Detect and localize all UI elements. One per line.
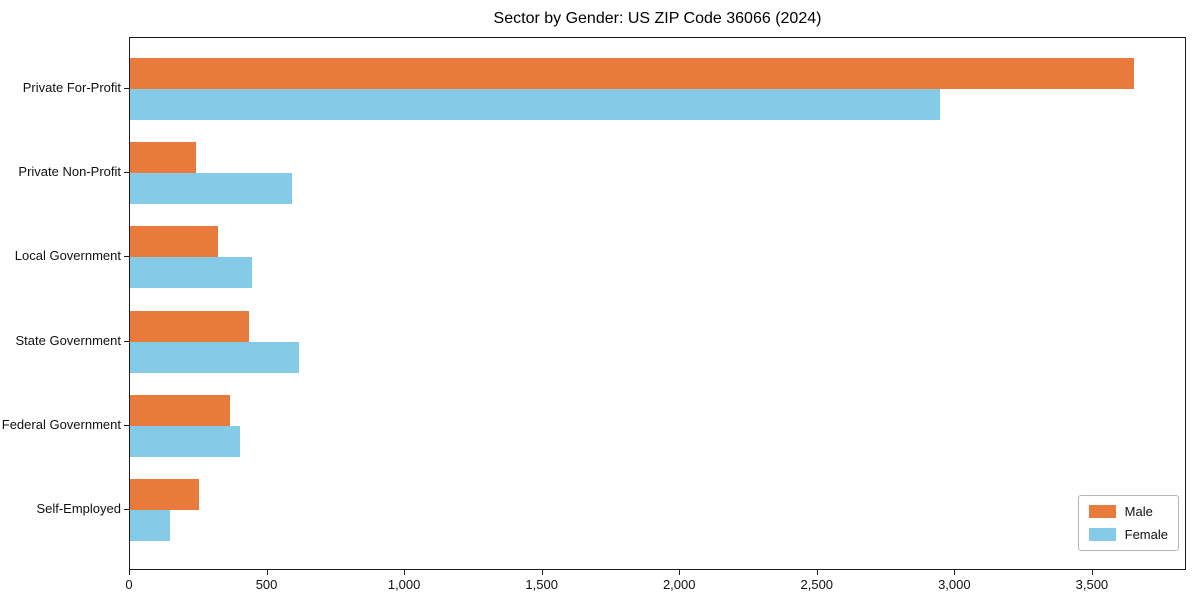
- y-tick: [124, 424, 129, 426]
- x-tick-label: 1,500: [525, 577, 558, 592]
- legend-swatch-male: [1088, 505, 1116, 518]
- y-tick: [124, 88, 129, 89]
- y-axis-label: Self-Employed: [36, 501, 121, 516]
- x-tick: [266, 570, 268, 575]
- x-tick-label: 2,500: [800, 577, 834, 592]
- y-tick: [124, 256, 129, 258]
- bar-male-5: [130, 394, 231, 426]
- x-tick: [679, 570, 681, 575]
- y-tick: [124, 509, 129, 510]
- x-tick-label: 2,000: [662, 577, 696, 592]
- y-axis-label: Local Government: [14, 248, 121, 264]
- bar-male-3: [130, 226, 218, 258]
- legend-label-female: Female: [1124, 527, 1168, 542]
- x-tick: [816, 570, 818, 575]
- x-tick-label: 500: [255, 577, 278, 592]
- plot-area: Male Female: [129, 37, 1186, 570]
- y-axis-label: State Government: [15, 332, 122, 348]
- x-tick: [129, 570, 130, 575]
- bar-male-6: [130, 479, 199, 510]
- bar-female-4: [130, 341, 299, 373]
- bar-female-2: [130, 173, 292, 205]
- x-tick-label: 3,500: [1075, 577, 1109, 592]
- y-tick: [124, 340, 129, 342]
- y-tick: [124, 172, 129, 174]
- bar-female-6: [130, 510, 170, 541]
- bar-male-2: [130, 142, 196, 174]
- y-axis-label: Private Non-Profit: [18, 164, 121, 180]
- legend-label-male: Male: [1124, 504, 1153, 519]
- bar-female-1: [130, 89, 941, 120]
- legend-row-female: Female: [1088, 527, 1168, 542]
- x-tick-label: 1,000: [387, 577, 421, 592]
- legend-row-male: Male: [1088, 504, 1168, 519]
- x-tick: [541, 570, 543, 575]
- bar-male-4: [130, 310, 250, 342]
- chart-title: Sector by Gender: US ZIP Code 36066 (202…: [493, 10, 822, 27]
- x-tick: [954, 570, 956, 575]
- bar-female-3: [130, 257, 253, 289]
- x-tick-label: 3,000: [938, 577, 971, 592]
- legend: Male Female: [1077, 495, 1179, 551]
- y-axis-label: Federal Government: [1, 416, 121, 432]
- bar-female-5: [130, 425, 240, 457]
- legend-swatch-female: [1088, 528, 1116, 541]
- x-tick: [1091, 570, 1093, 575]
- y-axis-label: Private For-Profit: [22, 80, 121, 95]
- x-tick-label: 0: [125, 577, 133, 592]
- x-tick: [404, 570, 406, 575]
- bar-male-1: [130, 58, 1134, 89]
